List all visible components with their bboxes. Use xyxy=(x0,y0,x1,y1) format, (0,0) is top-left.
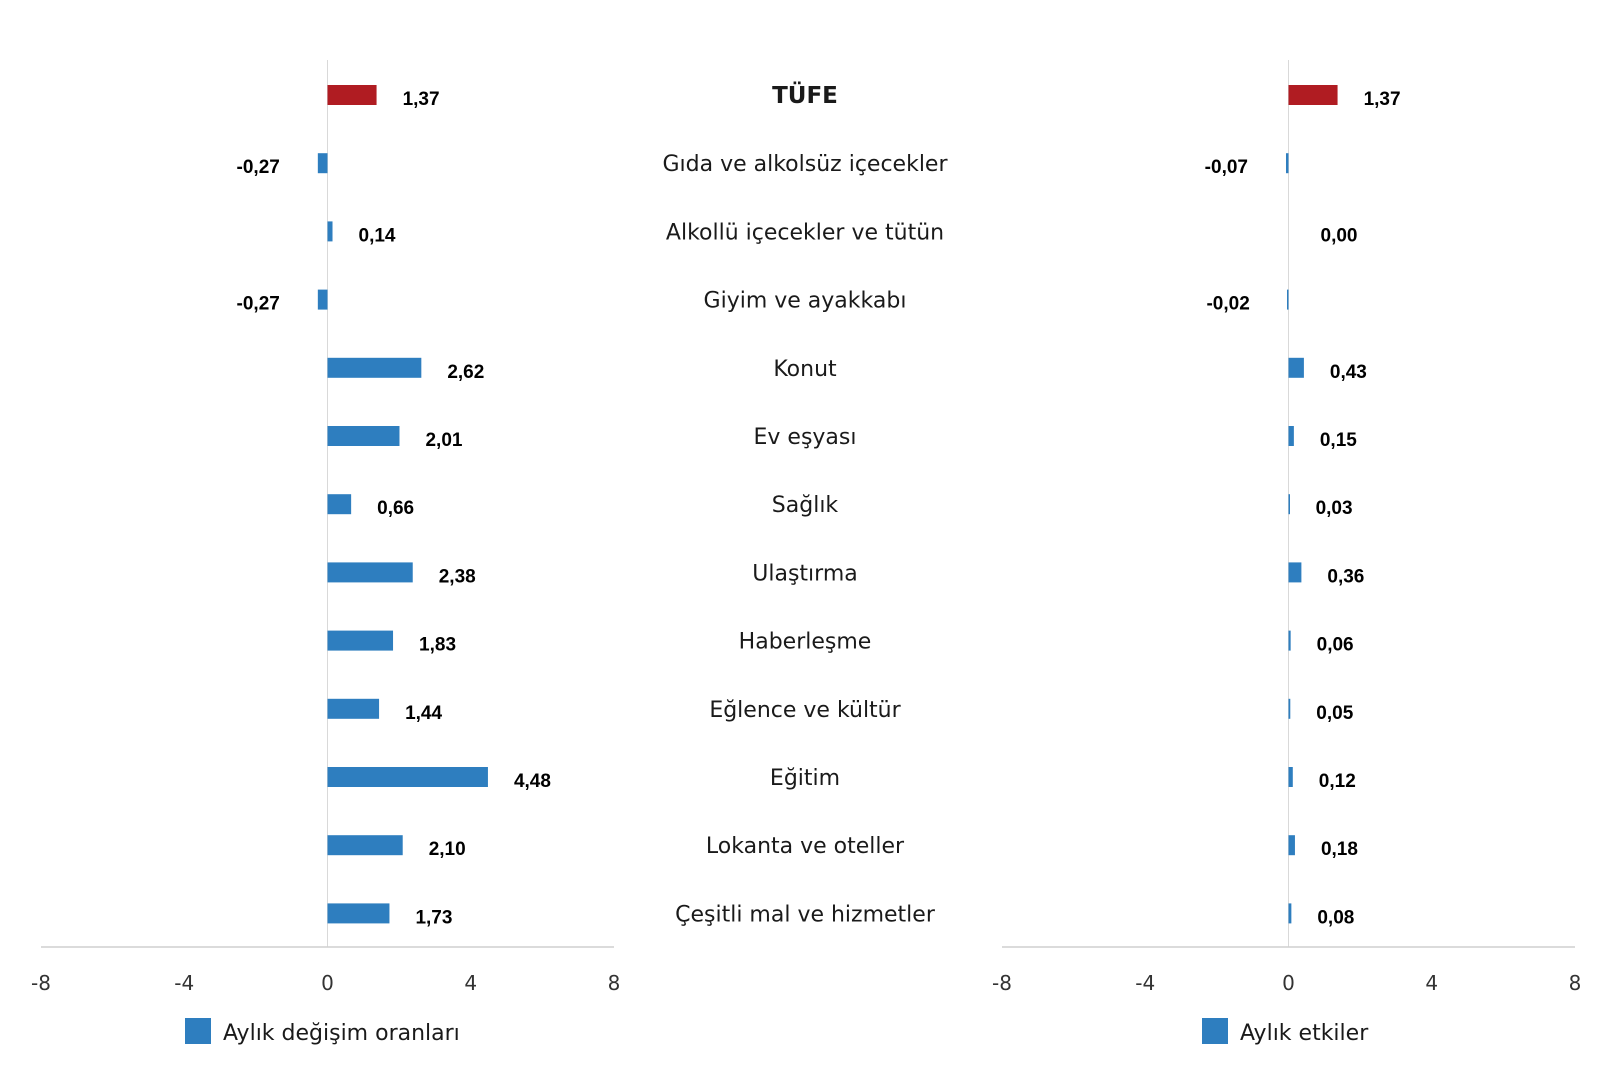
legend-label: Aylık etkiler xyxy=(1240,1021,1369,1046)
data-label: 0,03 xyxy=(1316,498,1353,519)
data-label: 0,14 xyxy=(359,225,396,246)
x-tick-label: 0 xyxy=(321,971,334,995)
x-tick-label: -8 xyxy=(31,971,51,995)
bar xyxy=(327,698,380,719)
data-label: 2,38 xyxy=(439,566,476,587)
x-tick-label: 0 xyxy=(1282,971,1295,995)
bar xyxy=(1288,494,1290,515)
bar xyxy=(1287,289,1289,310)
category-label: Eğlence ve kültür xyxy=(709,698,901,723)
category-label: TÜFE xyxy=(772,81,838,109)
bar xyxy=(327,562,413,583)
legend-swatch xyxy=(185,1018,211,1044)
bar xyxy=(1288,357,1304,378)
bar xyxy=(1288,85,1338,105)
data-label: 2,62 xyxy=(447,362,484,383)
category-label: Gıda ve alkolsüz içecekler xyxy=(662,152,948,177)
category-label: Sağlık xyxy=(772,493,839,518)
data-label: -0,07 xyxy=(1205,157,1248,178)
bar xyxy=(327,426,400,446)
data-label: 1,37 xyxy=(403,89,440,110)
bar xyxy=(1288,562,1302,583)
data-label: 1,37 xyxy=(1364,89,1401,110)
bar xyxy=(327,630,394,651)
bar xyxy=(327,767,488,787)
data-label: 0,06 xyxy=(1317,635,1354,656)
data-label: 1,44 xyxy=(405,703,442,724)
data-label: 0,05 xyxy=(1316,703,1353,724)
data-label: 0,08 xyxy=(1317,907,1354,928)
bar xyxy=(1285,153,1289,174)
category-label: Alkollü içecekler ve tütün xyxy=(666,220,944,245)
category-label: Ev eşyası xyxy=(754,425,857,450)
bar xyxy=(1288,630,1291,651)
data-label: 0,43 xyxy=(1330,362,1367,383)
data-label: -0,02 xyxy=(1206,294,1249,315)
bar xyxy=(1288,767,1293,787)
data-label: 1,83 xyxy=(419,635,456,656)
bar xyxy=(327,85,377,105)
x-tick-label: 4 xyxy=(1425,971,1438,995)
x-tick-label: 4 xyxy=(464,971,477,995)
bar xyxy=(327,903,390,924)
bar xyxy=(1288,426,1294,446)
x-tick-label: 8 xyxy=(1569,971,1582,995)
data-label: 0,66 xyxy=(377,498,414,519)
data-label: -0,27 xyxy=(237,157,280,178)
category-label: Çeşitli mal ve hizmetler xyxy=(675,902,936,927)
data-label: 0,18 xyxy=(1321,839,1358,860)
data-label: 0,15 xyxy=(1320,430,1357,451)
x-tick-label: -4 xyxy=(174,971,194,995)
legend-swatch xyxy=(1202,1018,1228,1044)
data-label: 2,01 xyxy=(425,430,462,451)
data-label: -0,27 xyxy=(237,294,280,315)
bar xyxy=(1288,835,1295,856)
category-label: Eğitim xyxy=(770,766,840,791)
category-label: Haberleşme xyxy=(739,630,872,655)
data-label: 4,48 xyxy=(514,771,551,792)
bar xyxy=(1288,698,1291,719)
category-label: Ulaştırma xyxy=(752,561,857,586)
category-label: Konut xyxy=(773,357,837,382)
bar xyxy=(317,289,328,310)
bar xyxy=(327,835,403,856)
data-label: 1,73 xyxy=(415,907,452,928)
bar xyxy=(327,494,352,515)
x-tick-label: -8 xyxy=(992,971,1012,995)
x-tick-label: -4 xyxy=(1135,971,1155,995)
category-label: Lokanta ve oteller xyxy=(706,834,905,859)
bar xyxy=(1288,903,1292,924)
data-label: 2,10 xyxy=(429,839,466,860)
bar xyxy=(327,357,422,378)
x-tick-label: 8 xyxy=(608,971,621,995)
category-label: Giyim ve ayakkabı xyxy=(704,289,907,314)
bar xyxy=(327,221,333,242)
data-label: 0,36 xyxy=(1327,566,1364,587)
bar xyxy=(317,153,328,174)
data-label: 0,12 xyxy=(1319,771,1356,792)
legend-label: Aylık değişim oranları xyxy=(223,1021,460,1046)
data-label: 0,00 xyxy=(1321,225,1358,246)
